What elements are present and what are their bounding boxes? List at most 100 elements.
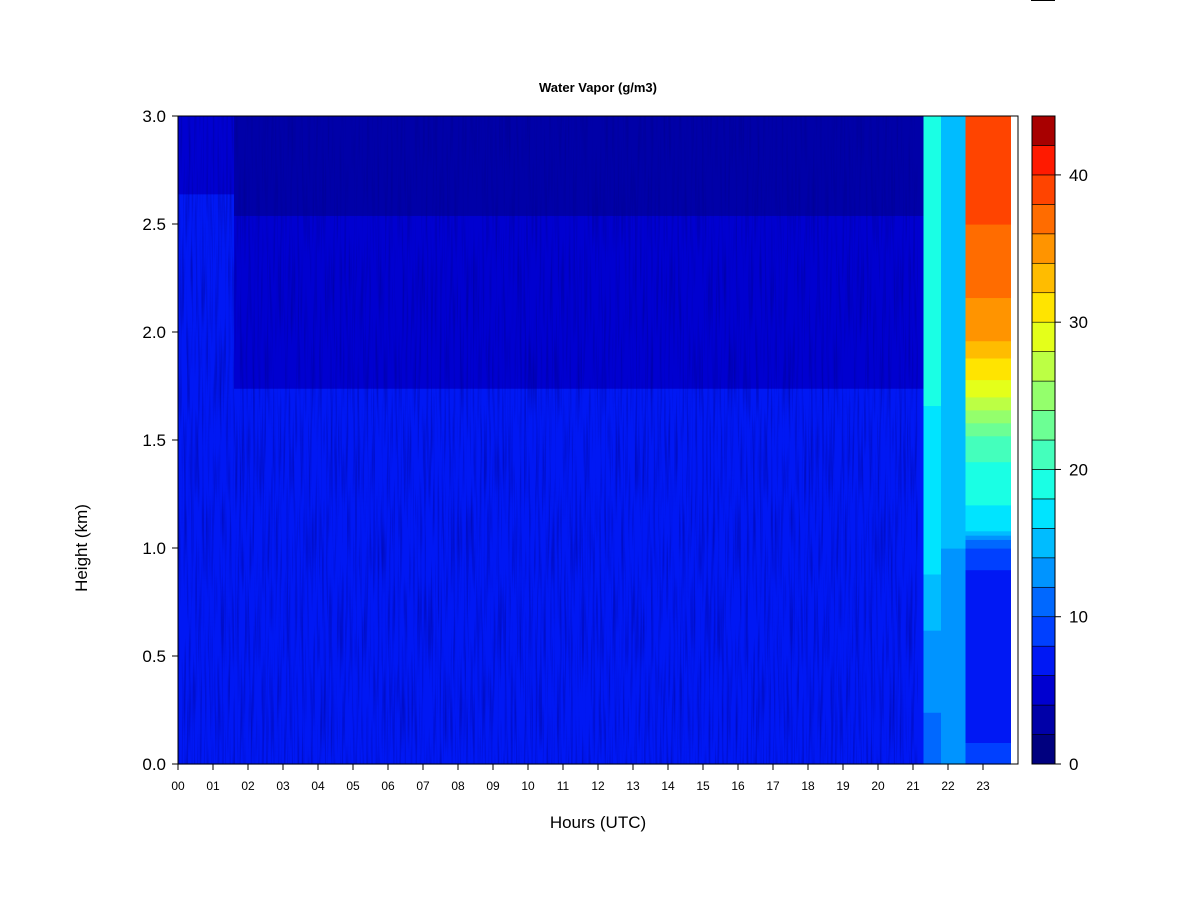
heatmap-cell <box>965 185 1011 191</box>
heatmap-cell <box>923 232 941 238</box>
heatmap-cell <box>965 150 1011 156</box>
heatmap-cell <box>941 483 966 489</box>
heatmap-cell <box>941 431 966 437</box>
heatmap-cell <box>941 258 966 264</box>
heatmap-cell <box>941 617 966 623</box>
heatmap-cell <box>965 751 1011 756</box>
heatmap-cell <box>965 755 1011 761</box>
heatmap-cell <box>965 664 1011 670</box>
heatmap-cell <box>923 150 941 156</box>
colorbar-tick-label: 40 <box>1069 166 1088 185</box>
heatmap-cell <box>941 673 966 679</box>
heatmap-cell <box>941 340 966 346</box>
heatmap-cell <box>923 643 941 648</box>
heatmap-cell <box>965 340 1011 346</box>
heatmap-cell <box>965 167 1011 173</box>
heatmap-cell <box>923 176 941 182</box>
heatmap-cell <box>965 301 1011 307</box>
heatmap-cell <box>923 202 941 208</box>
y-tick-label: 0.0 <box>142 755 166 774</box>
heatmap-cell <box>941 668 966 674</box>
heatmap-cell <box>941 543 966 549</box>
heatmap-cell <box>941 578 966 584</box>
heatmap-cell <box>941 517 966 523</box>
colorbar-level <box>1031 586 1056 618</box>
heatmap-cell <box>965 133 1011 139</box>
heatmap-cell <box>941 228 966 234</box>
heatmap-cell <box>941 656 966 661</box>
heatmap-cell <box>965 440 1011 445</box>
heatmap-cell <box>965 535 1011 540</box>
heatmap-cell <box>941 461 966 467</box>
heatmap-cell <box>923 526 941 532</box>
heatmap-cell <box>923 211 941 216</box>
heatmap-cell <box>923 440 941 445</box>
y-tick-label: 2.0 <box>142 323 166 342</box>
heatmap-cell <box>941 314 966 320</box>
heatmap-cell <box>941 491 966 497</box>
heatmap-cell <box>965 401 1011 407</box>
heatmap-cell <box>923 323 941 329</box>
colorbar-level <box>1031 233 1056 264</box>
heatmap-cell <box>923 319 941 324</box>
heatmap-cell <box>923 396 941 402</box>
heatmap-cell <box>941 163 966 169</box>
heatmap-cell <box>941 539 966 545</box>
heatmap-cell <box>923 599 941 605</box>
colorbar-tick-label: 30 <box>1069 313 1088 332</box>
axes: 0.0 0.5 1.0 1.5 2.0 2.5 3.0 00 01 02 03 04 05 06 07 08 0… <box>142 107 1019 793</box>
heatmap-cell <box>941 159 966 165</box>
heatmap-cell <box>965 526 1011 532</box>
heatmap-cell <box>965 660 1011 666</box>
heatmap-cell <box>923 120 941 126</box>
heatmap-cell <box>965 582 1011 588</box>
y-tick-label: 1.0 <box>142 539 166 558</box>
heatmap-cell <box>965 431 1011 437</box>
heatmap-cell <box>941 586 966 592</box>
heatmap-cell <box>941 133 966 139</box>
heatmap-cell <box>965 612 1011 618</box>
x-tick-label: 13 <box>626 779 640 793</box>
heatmap-cell <box>923 509 941 515</box>
heatmap-cell <box>965 694 1011 700</box>
heatmap-cell <box>965 630 1011 635</box>
heatmap-cell <box>923 496 941 502</box>
heatmap-cell <box>923 504 941 510</box>
heatmap-cell <box>923 219 941 225</box>
heatmap-cell <box>941 651 966 657</box>
heatmap-cell <box>923 500 941 506</box>
heatmap-cell <box>923 612 941 618</box>
heatmap-cell <box>923 742 941 748</box>
heatmap-cell <box>923 573 941 579</box>
heatmap-cell <box>965 686 1011 692</box>
heatmap-cell <box>965 271 1011 277</box>
heatmap-cell <box>923 470 941 476</box>
x-tick-label: 20 <box>871 779 885 793</box>
heatmap-cell <box>941 414 966 419</box>
heatmap-cell <box>965 522 1011 527</box>
heatmap-cell <box>941 690 966 696</box>
heatmap-cell <box>923 366 941 372</box>
y-tick-label: 0.5 <box>142 647 166 666</box>
heatmap-cell <box>941 275 966 281</box>
heatmap-cell <box>923 427 941 432</box>
heatmap-cell <box>965 284 1011 290</box>
heatmap-cell <box>923 483 941 489</box>
heatmap-cell <box>923 617 941 623</box>
heatmap-cell <box>965 344 1011 350</box>
heatmap-cell <box>941 172 966 178</box>
x-tick-label: 15 <box>696 779 710 793</box>
heatmap-cell <box>941 630 966 635</box>
heatmap-cell <box>965 159 1011 165</box>
heatmap-cell <box>923 699 941 705</box>
heatmap-cell <box>941 366 966 372</box>
heatmap-cell <box>941 720 966 726</box>
heatmap-cell <box>965 565 1011 571</box>
heatmap-cell <box>941 565 966 571</box>
heatmap-cell <box>923 267 941 273</box>
heatmap-cell <box>923 522 941 527</box>
heatmap-cell <box>965 707 1011 713</box>
x-tick-label: 18 <box>801 779 815 793</box>
heatmap-cell <box>965 241 1011 247</box>
heatmap-cell <box>965 729 1011 735</box>
